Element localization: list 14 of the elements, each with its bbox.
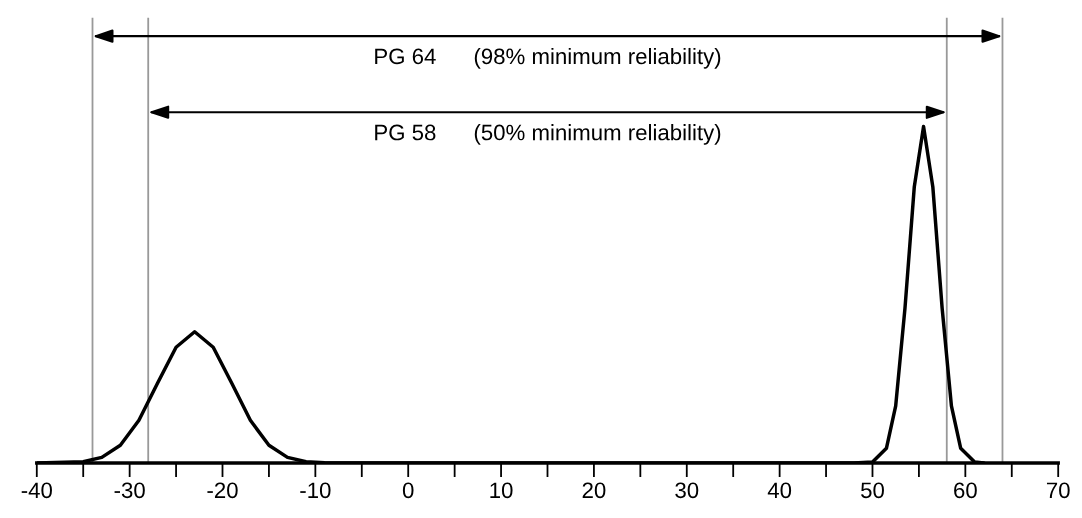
x-tick-label: 70 (1046, 482, 1070, 499)
x-tick-label: -30 (114, 482, 145, 499)
x-tick-label: 40 (767, 482, 792, 499)
x-tick-label: 30 (675, 482, 699, 499)
x-tick-label: -10 (300, 482, 331, 499)
x-tick-label: 0 (402, 482, 414, 499)
annotation: PG 58 (50% minimum reliability) (375, 124, 721, 145)
x-tick-label: 60 (954, 482, 977, 499)
x-tick-label: 10 (490, 482, 513, 499)
x-tick-label: 50 (861, 482, 884, 499)
text: PG 64 (98% minimum reliability) (375, 47, 721, 69)
x-tick-label: -40 (21, 482, 52, 499)
x-tick-label: -20 (207, 482, 238, 499)
x-tick-label: 20 (582, 482, 606, 499)
